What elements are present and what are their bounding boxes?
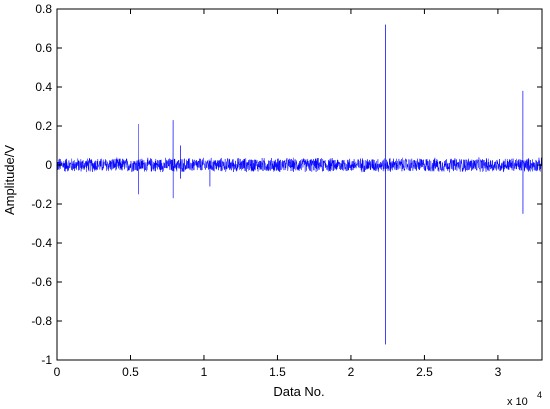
tick-labels: 0 0.5 1 1.5 2 2.5 3 0.8 0.6 0.4 0.2 0 -0.2 -0.4 -0.6 -0… [31,2,501,379]
x-tick-label: 3 [495,365,502,379]
y-tick-label: 0.8 [35,2,52,16]
y-tick-label: -0.4 [31,236,52,250]
x-tick-label: 2.5 [416,365,433,379]
y-tick-label: -0.2 [31,197,52,211]
x-tick-label: 1 [201,365,208,379]
y-axis-label: Amplitude/V [2,145,17,215]
x-tick-label: 0 [54,365,61,379]
y-tick-label: 0 [45,158,52,172]
y-tick-label: -1 [41,353,52,367]
x-tick-label: 2 [348,365,355,379]
x-exponent-base: x 10 [507,396,528,408]
axes-frame [56,8,543,361]
x-tick-label: 1.5 [269,365,286,379]
tick-marks [56,8,542,361]
y-tick-label: -0.6 [31,275,52,289]
y-tick-label: 0.6 [35,41,52,55]
x-tick-label: 0.5 [122,365,139,379]
signal-series-line [56,24,543,345]
y-tick-label: -0.8 [31,314,52,328]
y-tick-label: 0.2 [35,119,52,133]
x-axis-label: Data No. [273,384,324,399]
plot-area [56,8,543,361]
x-exponent-power: 4 [537,390,542,400]
y-tick-label: 0.4 [35,80,52,94]
